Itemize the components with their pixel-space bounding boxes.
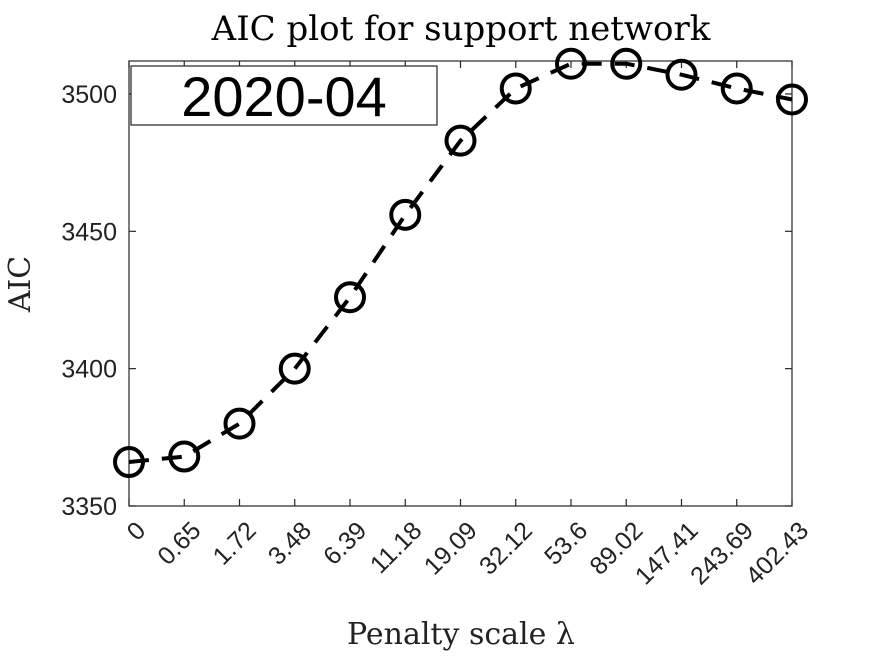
x-tick-label: 1.72: [208, 516, 262, 570]
y-tick-label: 3450: [61, 218, 117, 246]
x-tick-label: 11.18: [365, 516, 428, 579]
data-point-marker: [776, 83, 808, 116]
chart-title: AIC plot for support network: [211, 9, 711, 49]
y-axis-label: AIC: [3, 256, 38, 313]
annotation-text: 2020-04: [181, 65, 387, 128]
x-tick-label: 32.12: [474, 516, 538, 580]
data-point-marker: [610, 47, 643, 80]
data-point-marker: [168, 440, 201, 473]
y-tick-label: 3500: [61, 81, 117, 109]
x-axis-label: Penalty scale λ: [347, 617, 575, 652]
x-tick-label: 0.65: [152, 516, 206, 570]
data-point-marker: [720, 72, 753, 105]
data-point-marker: [278, 352, 311, 385]
data-point-marker: [113, 446, 145, 479]
y-axis: 3350 3400 3450 3500: [61, 81, 792, 521]
data-point-marker: [665, 58, 698, 91]
data-point-marker: [334, 281, 366, 314]
data-point-marker: [223, 407, 256, 440]
data-point-marker: [444, 124, 477, 157]
aic-series-line: [128, 61, 793, 464]
x-tick-label: 3.48: [263, 516, 317, 570]
x-tick-label: 19.09: [419, 516, 483, 580]
aic-markers: [113, 47, 808, 479]
x-tick-label: 0: [122, 516, 152, 546]
x-tick-label: 6.39: [318, 516, 372, 570]
data-point-marker: [389, 198, 422, 231]
x-tick-label: 402.43: [740, 516, 814, 590]
data-point-marker: [555, 47, 587, 80]
data-point-marker: [499, 72, 532, 105]
annotation-box: [130, 65, 438, 126]
y-tick-label: 3350: [61, 493, 117, 521]
y-tick-label: 3400: [61, 356, 117, 384]
